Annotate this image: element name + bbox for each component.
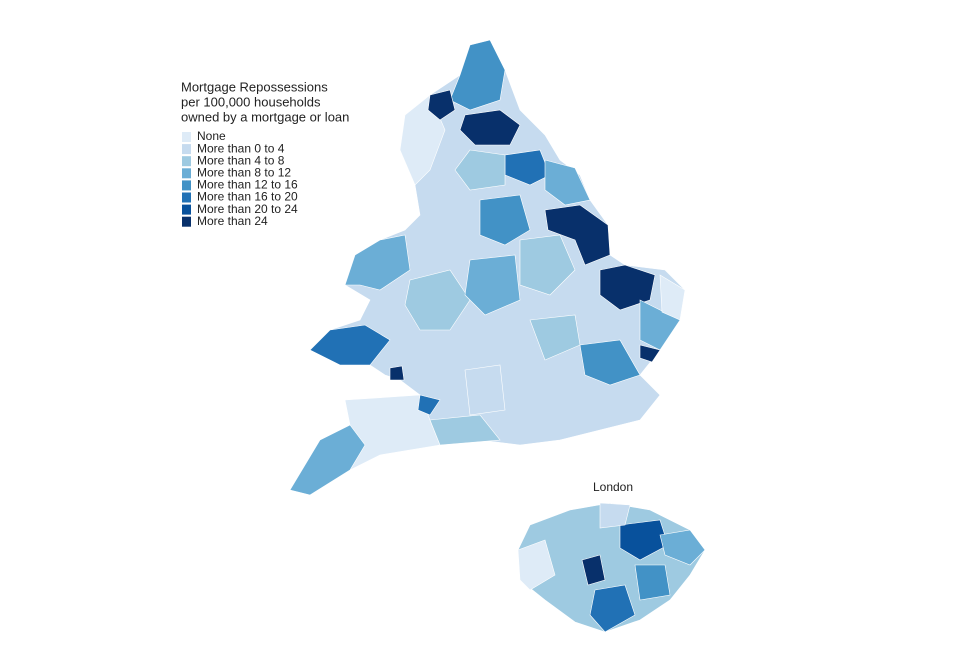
legend-label: More than 20 to 24 xyxy=(197,202,298,216)
region xyxy=(634,564,671,601)
region xyxy=(619,519,669,561)
region xyxy=(464,364,506,416)
region xyxy=(459,109,521,146)
region xyxy=(544,204,611,266)
region xyxy=(289,424,366,496)
legend-title: per 100,000 households xyxy=(181,94,321,109)
legend-label: More than 4 to 8 xyxy=(197,153,285,167)
region xyxy=(479,194,531,246)
region xyxy=(449,39,506,111)
region xyxy=(599,264,656,311)
region xyxy=(389,365,405,381)
legend-swatch xyxy=(182,144,191,155)
legend-swatch xyxy=(182,168,191,179)
legend-swatch xyxy=(182,204,191,215)
region xyxy=(599,502,631,529)
legend-swatch xyxy=(182,216,191,227)
region xyxy=(529,314,581,361)
legend-swatch xyxy=(182,132,191,142)
region xyxy=(429,414,501,446)
legend-label: More than 0 to 4 xyxy=(197,141,285,155)
region xyxy=(579,339,641,386)
region xyxy=(464,254,521,316)
legend-swatch xyxy=(182,180,191,191)
region xyxy=(427,89,456,121)
region xyxy=(399,94,446,186)
legend-label: More than 16 to 20 xyxy=(197,190,298,204)
legend-label: More than 12 to 16 xyxy=(197,178,298,192)
legend-label: None xyxy=(197,129,226,143)
legend-title: Mortgage Repossessions xyxy=(181,79,328,94)
legend-title: owned by a mortgage or loan xyxy=(181,109,349,124)
region xyxy=(589,584,636,633)
inset-title: London xyxy=(593,480,633,494)
region xyxy=(659,274,686,321)
region xyxy=(659,529,706,566)
legend-label: More than 24 xyxy=(197,214,268,228)
region xyxy=(517,539,556,591)
region xyxy=(404,269,471,331)
region xyxy=(544,159,591,206)
region xyxy=(639,344,661,363)
region xyxy=(344,234,411,291)
region xyxy=(581,554,606,586)
legend-swatch xyxy=(182,192,191,203)
region xyxy=(519,234,576,296)
region xyxy=(417,394,441,416)
region xyxy=(454,149,506,191)
legend-swatch xyxy=(182,156,191,167)
legend-label: More than 8 to 12 xyxy=(197,165,291,179)
region xyxy=(309,324,391,366)
